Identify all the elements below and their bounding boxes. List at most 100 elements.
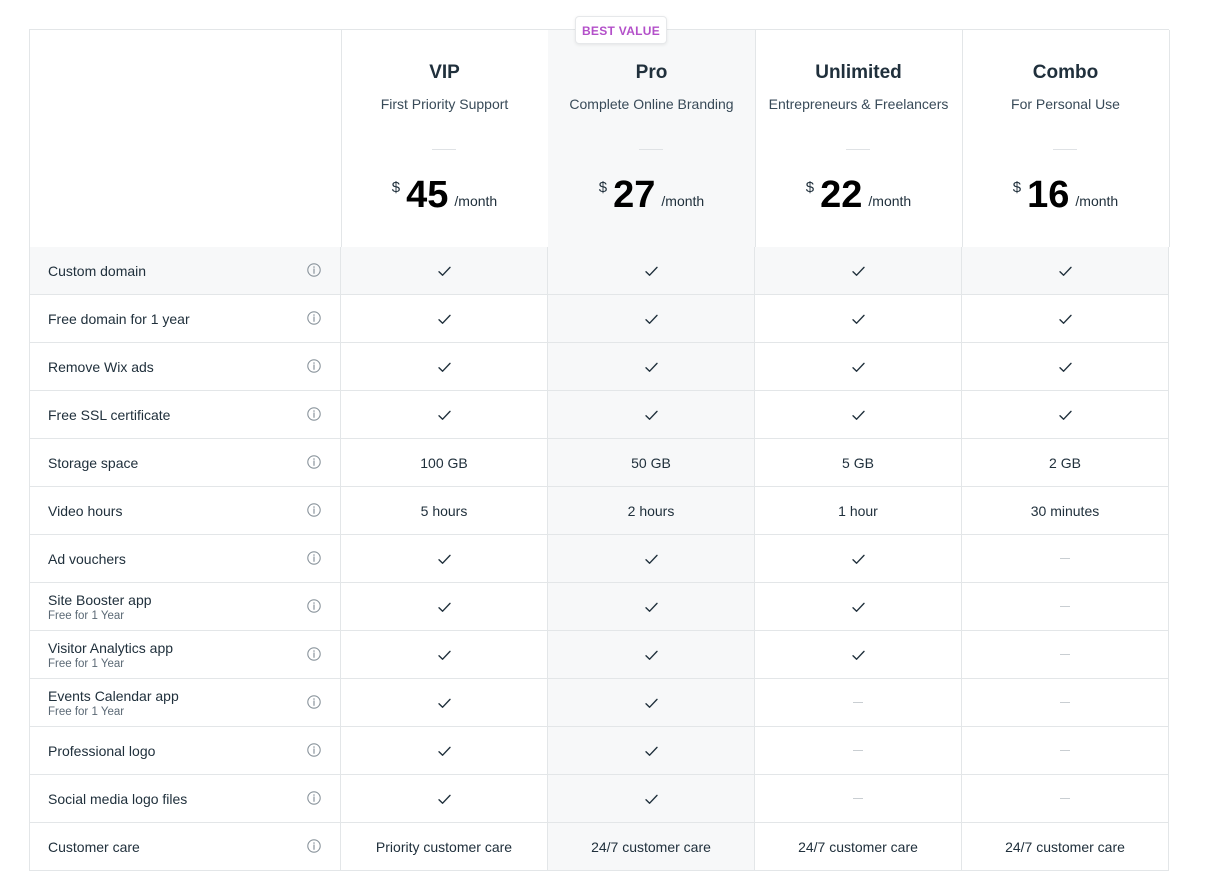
dash-icon [853, 798, 863, 799]
plan-cell [755, 631, 962, 678]
plan-cell [548, 247, 755, 294]
price-amount: 27 [613, 174, 656, 216]
feature-row: Professional logo [30, 727, 1169, 775]
dash-icon [1060, 798, 1070, 799]
feature-cell: Social media logo files [30, 775, 341, 822]
feature-label: Social media logo files [48, 791, 188, 807]
plan-cell [548, 679, 755, 726]
check-icon [852, 408, 865, 420]
price-period: /month [661, 193, 705, 209]
plan-cell-value: 5 GB [842, 455, 874, 471]
check-icon [1059, 360, 1072, 372]
feature-column-header [30, 30, 342, 247]
plan-cell [962, 631, 1169, 678]
plan-cell-value: 24/7 customer care [1005, 839, 1125, 855]
plan-header-vip: VIP First Priority Support $45/month [341, 30, 549, 247]
check-icon [438, 600, 451, 612]
info-icon[interactable] [307, 503, 321, 517]
feature-row: Storage space 100 GB 50 GB 5 GB 2 GB [30, 439, 1169, 487]
info-icon[interactable] [307, 407, 321, 421]
feature-note: Free for 1 Year [48, 706, 125, 718]
price-currency: $ [391, 179, 401, 196]
feature-cell: Remove Wix ads [30, 343, 341, 390]
info-icon[interactable] [307, 599, 321, 613]
plan-cell: 30 minutes [962, 487, 1169, 534]
info-icon[interactable] [307, 743, 321, 757]
plan-price: $22/month [755, 172, 962, 218]
plan-cell [341, 583, 548, 630]
plan-name: VIP [429, 62, 460, 83]
plan-cell [962, 727, 1169, 774]
dash-icon [1060, 654, 1070, 655]
dash-icon [1060, 750, 1070, 751]
plan-cell [755, 391, 962, 438]
plan-header-row: VIP First Priority Support $45/month Pro Com… [30, 30, 1170, 248]
price-amount: 45 [406, 174, 449, 216]
price-currency: $ [598, 179, 608, 196]
plan-cell [962, 775, 1169, 822]
plan-divider [846, 149, 870, 150]
plan-cell [755, 535, 962, 582]
check-icon [852, 360, 865, 372]
feature-label: Free SSL certificate [48, 407, 171, 423]
check-icon [438, 696, 451, 708]
feature-row: Free domain for 1 year [30, 295, 1169, 343]
feature-label: Video hours [48, 503, 123, 519]
plan-cell: 5 GB [755, 439, 962, 486]
plan-cell [962, 247, 1169, 294]
plan-cell-value: 100 GB [420, 455, 468, 471]
check-icon [1059, 408, 1072, 420]
check-icon [645, 744, 658, 756]
feature-label: Ad vouchers [48, 551, 126, 567]
check-icon [438, 552, 451, 564]
plan-cell [755, 247, 962, 294]
plan-header-unlimited: Unlimited Entrepreneurs & Freelancers $22/… [755, 30, 963, 247]
plan-cell-value: Priority customer care [375, 839, 513, 855]
info-icon[interactable] [307, 647, 321, 661]
plan-subtitle: For Personal Use [1011, 96, 1120, 112]
feature-row: Customer care Priority customer care 24/7 … [30, 823, 1169, 871]
plan-subtitle: Complete Online Branding [569, 96, 734, 112]
info-icon[interactable] [307, 551, 321, 565]
plan-subtitle: First Priority Support [380, 96, 509, 112]
plan-cell [962, 295, 1169, 342]
plan-cell [548, 535, 755, 582]
plan-cell-value: 2 GB [1049, 455, 1081, 471]
price-period: /month [454, 193, 498, 209]
info-icon[interactable] [307, 263, 321, 277]
plan-cell-value: 30 minutes [1030, 503, 1100, 519]
plan-cell [755, 679, 962, 726]
check-icon [645, 600, 658, 612]
plan-header-combo: Combo For Personal Use $16/month [962, 30, 1170, 247]
feature-cell: Video hours [30, 487, 341, 534]
plan-price: $27/month [548, 172, 755, 218]
plan-cell: 50 GB [548, 439, 755, 486]
dash-icon [853, 750, 863, 751]
feature-cell: Free domain for 1 year [30, 295, 341, 342]
plan-cell: 24/7 customer care [755, 823, 962, 870]
feature-row: Events Calendar app Free for 1 Year [30, 679, 1169, 727]
feature-row: Free SSL certificate [30, 391, 1169, 439]
plan-cell [962, 679, 1169, 726]
check-icon [852, 648, 865, 660]
plan-cell [341, 775, 548, 822]
feature-cell: Custom domain [30, 247, 341, 294]
dash-icon [1060, 558, 1070, 559]
info-icon[interactable] [307, 839, 321, 853]
feature-note: Free for 1 Year [48, 658, 125, 670]
plan-cell: 1 hour [755, 487, 962, 534]
plan-cell: Priority customer care [341, 823, 548, 870]
feature-cell: Customer care [30, 823, 341, 870]
info-icon[interactable] [307, 791, 321, 805]
info-icon[interactable] [307, 455, 321, 469]
plan-cell [755, 727, 962, 774]
info-icon[interactable] [307, 695, 321, 709]
check-icon [438, 408, 451, 420]
feature-label: Customer care [48, 839, 140, 855]
feature-row: Visitor Analytics app Free for 1 Year [30, 631, 1169, 679]
info-icon[interactable] [307, 359, 321, 373]
plan-cell [962, 391, 1169, 438]
feature-row: Video hours 5 hours 2 hours 1 hour 30 minute… [30, 487, 1169, 535]
info-icon[interactable] [307, 311, 321, 325]
check-icon [852, 312, 865, 324]
